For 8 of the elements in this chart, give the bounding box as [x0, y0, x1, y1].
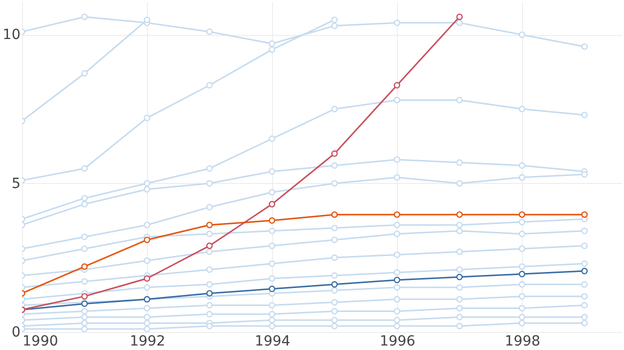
x-tick-label: 1996: [380, 334, 416, 350]
x-tick-label: 1998: [504, 334, 540, 350]
x-tick-label: 1990: [22, 334, 58, 350]
x-tick-label: 1992: [130, 334, 166, 350]
y-tick-label: 0: [12, 324, 20, 340]
y-tick-label: 5: [12, 176, 20, 192]
y-tick-label: 10: [2, 27, 20, 44]
x-tick-label: 1994: [254, 334, 290, 350]
